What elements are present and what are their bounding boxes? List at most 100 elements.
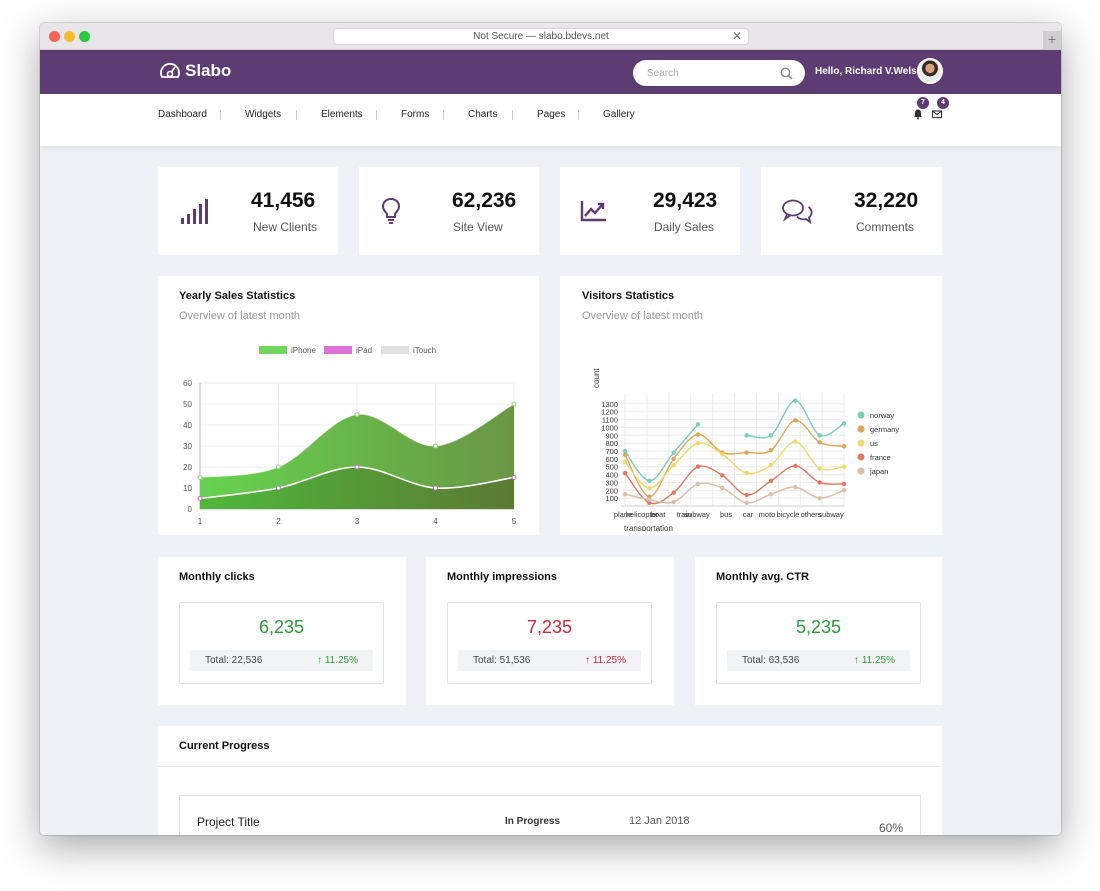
top-header: Slabo Hello, Richard V.Welsh !	[40, 50, 1061, 94]
maximize-window-button[interactable]	[79, 31, 90, 42]
envelope-icon[interactable]	[931, 108, 943, 120]
new-tab-button[interactable]: +	[1043, 31, 1061, 49]
data-point	[647, 485, 652, 491]
data-point	[622, 492, 628, 497]
data-point	[768, 492, 774, 497]
trend-chart-icon	[580, 201, 606, 222]
metric-total-bar: Total: 51,536 ↑ 11.25%	[458, 650, 641, 671]
data-point	[817, 466, 822, 471]
x-tick-label: bus	[720, 510, 732, 519]
legend-label: iPad	[356, 346, 372, 355]
avatar[interactable]	[917, 58, 943, 84]
legend-label: france	[870, 453, 891, 462]
card-subtitle: Overview of latest month	[179, 310, 301, 322]
data-point	[817, 480, 822, 485]
data-point	[647, 497, 652, 502]
project-row[interactable]: Project Title In Progress 12 Jan 2018 60…	[179, 795, 921, 835]
monthly-clicks-card: Monthly clicks 6,235 Total: 22,536 ↑ 11.…	[158, 557, 406, 705]
stat-card-new-clients: 41,456 New Clients	[158, 167, 338, 255]
y-tick-label: 300	[605, 478, 618, 487]
browser-titlebar: Not Secure — slabo.bdevs.net ✕ +	[40, 23, 1061, 50]
address-bar[interactable]: Not Secure — slabo.bdevs.net ✕	[333, 28, 749, 45]
data-point	[720, 473, 725, 478]
y-tick-label: 10	[183, 484, 192, 493]
metric-value: 5,235	[795, 617, 842, 637]
y-tick-label: 400	[605, 471, 618, 480]
x-tick-label: train	[677, 510, 692, 519]
nav-item-pages[interactable]: Pages	[537, 109, 566, 120]
y-tick-label: 1000	[601, 423, 618, 432]
series-line-norway	[624, 423, 699, 482]
project-percent: 60%	[879, 821, 904, 835]
data-point	[671, 456, 676, 462]
metric-total: Total: 51,536	[473, 655, 531, 666]
data-point	[720, 485, 725, 491]
nav-item-widgets[interactable]: Widgets	[245, 109, 282, 120]
x-tick-label: boat	[651, 510, 667, 519]
nav-item-forms[interactable]: Forms	[401, 109, 430, 120]
data-point	[622, 452, 628, 458]
data-point	[197, 496, 203, 501]
data-point	[841, 421, 847, 426]
divider	[158, 766, 942, 767]
y-tick-label: 60	[183, 379, 192, 388]
user-greeting[interactable]: Hello, Richard V.Welsh !	[815, 66, 929, 77]
search-box	[633, 60, 805, 86]
metric-total: Total: 63,536	[742, 655, 800, 666]
stat-value: 32,220	[854, 189, 919, 212]
data-point	[276, 485, 281, 491]
data-point	[744, 492, 749, 498]
bell-icon[interactable]	[912, 108, 924, 120]
data-point	[744, 500, 749, 506]
monthly-ctr-card: Monthly avg. CTR 5,235 Total: 63,536 ↑ 1…	[695, 557, 942, 705]
legend-label: iTouch	[413, 346, 436, 355]
nav-item-elements[interactable]: Elements	[321, 109, 363, 120]
close-window-button[interactable]	[49, 31, 60, 42]
minimize-window-button[interactable]	[64, 31, 75, 42]
data-point	[671, 490, 676, 495]
data-point	[622, 470, 628, 476]
metric-box: 5,235 Total: 63,536 ↑ 11.25%	[716, 602, 921, 684]
nav-divider	[220, 110, 221, 120]
y-tick-label: 200	[605, 486, 618, 495]
data-point	[793, 398, 798, 403]
data-point	[768, 448, 774, 453]
data-point	[695, 422, 701, 427]
nav-item-gallery[interactable]: Gallery	[603, 109, 635, 120]
nav-item-charts[interactable]: Charts	[468, 109, 498, 120]
x-tick-label: plane	[614, 510, 632, 519]
metric-value: 6,235	[258, 617, 305, 637]
messages-badge: 4	[937, 97, 949, 109]
search-input[interactable]	[647, 60, 777, 86]
project-date: 12 Jan 2018	[629, 815, 690, 827]
data-point	[793, 463, 798, 469]
data-point	[744, 450, 749, 455]
nav-divider	[443, 110, 444, 120]
data-point	[197, 475, 203, 480]
legend-swatch	[857, 453, 865, 461]
data-point	[793, 484, 798, 490]
nav-item-dashboard[interactable]: Dashboard	[158, 109, 207, 120]
metric-box: 6,235 Total: 22,536 ↑ 11.25%	[179, 602, 384, 684]
legend-label: us	[870, 439, 878, 448]
url-clear-icon[interactable]: ✕	[731, 29, 742, 43]
x-tick-label: 4	[433, 517, 438, 526]
search-icon[interactable]	[780, 67, 793, 80]
metric-change: ↑ 11.25%	[317, 655, 358, 666]
series-line-japan	[624, 482, 845, 504]
data-point	[695, 432, 701, 437]
nav-divider	[296, 110, 297, 120]
card-title: Visitors Statistics	[582, 290, 675, 302]
data-point	[744, 470, 749, 476]
y-tick-label: 700	[605, 447, 618, 456]
brand-logo[interactable]: Slabo	[159, 59, 231, 83]
legend-label: norway	[870, 411, 894, 420]
stat-card-site-view: 62,236 Site View	[359, 167, 539, 255]
metric-total-bar: Total: 63,536 ↑ 11.25%	[727, 650, 910, 671]
x-tick-label: bicycle	[777, 510, 800, 519]
metric-box: 7,235 Total: 51,536 ↑ 11.25%	[447, 602, 652, 684]
data-point	[433, 485, 438, 491]
stat-label: Comments	[856, 220, 915, 234]
data-point	[671, 462, 676, 468]
data-point	[817, 495, 822, 501]
